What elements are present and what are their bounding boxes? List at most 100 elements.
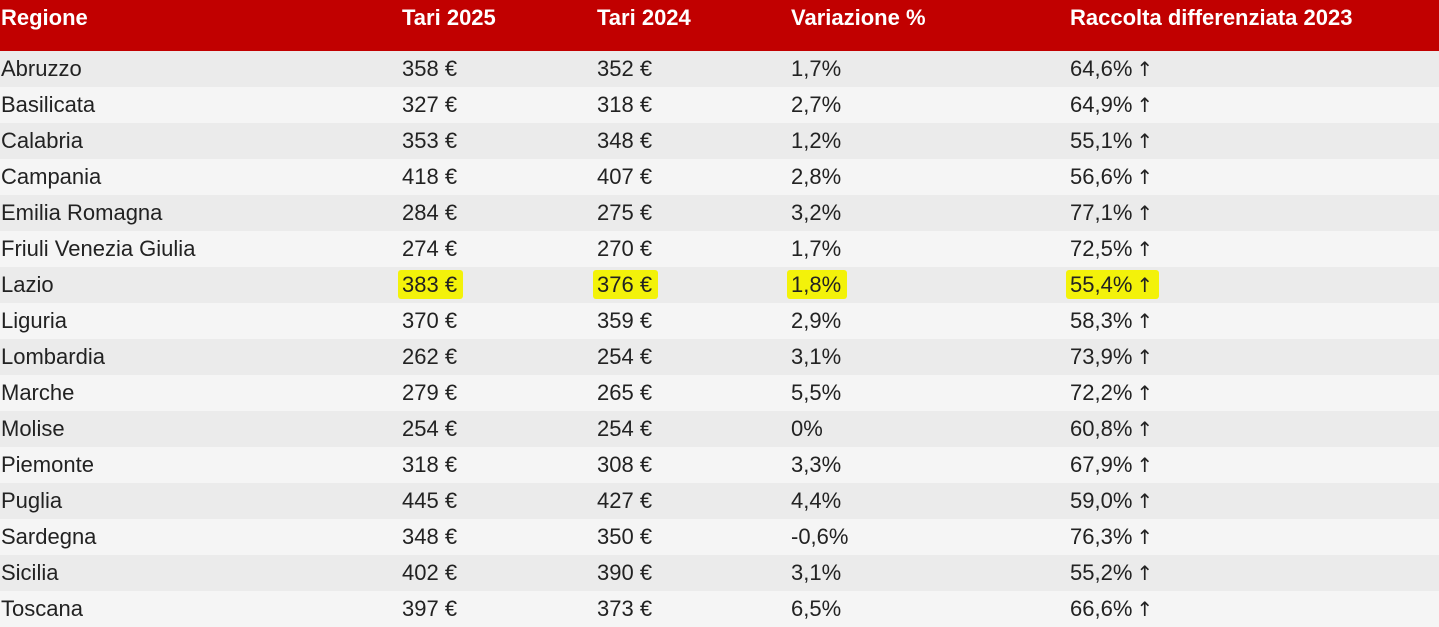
raccolta-cell-text: 66,6% bbox=[1070, 596, 1133, 621]
regione-cell-text: Sardegna bbox=[1, 524, 97, 549]
tari-2025-cell-text: 262 € bbox=[402, 344, 458, 369]
tari-2024-cell-text: 265 € bbox=[597, 380, 653, 405]
variazione-cell: 0% bbox=[790, 411, 1069, 447]
tari-2025-cell-text: 284 € bbox=[402, 200, 458, 225]
variazione-cell-text: 1,8% bbox=[791, 272, 842, 297]
variazione-cell: 4,4% bbox=[790, 483, 1069, 519]
tari-2024-cell-text: 254 € bbox=[597, 416, 653, 441]
tari-2025-cell: 383 € bbox=[398, 267, 596, 303]
regione-cell: Liguria bbox=[0, 303, 401, 339]
tari-2024-cell-text: 270 € bbox=[597, 236, 653, 261]
raccolta-cell: 55,2% ↑ bbox=[1069, 555, 1439, 591]
raccolta-cell-text: 64,9% bbox=[1070, 92, 1133, 117]
variazione-cell: 1,8% bbox=[787, 267, 1069, 303]
table-row: Lazio 383 € 376 € 1,8% 55,4% ↑ bbox=[0, 267, 1439, 303]
arrow-up-icon: ↑ bbox=[1136, 489, 1154, 513]
tari-2024-cell-text: 376 € bbox=[597, 272, 653, 297]
tari-2025-cell: 353 € bbox=[401, 123, 596, 159]
tari-2024-cell-text: 254 € bbox=[597, 344, 653, 369]
table-row: Sicilia 402 € 390 € 3,1% 55,2% ↑ bbox=[0, 555, 1439, 591]
raccolta-cell: 60,8% ↑ bbox=[1069, 411, 1439, 447]
regione-cell: Marche bbox=[0, 375, 401, 411]
tari-2025-cell: 274 € bbox=[401, 231, 596, 267]
variazione-cell: 2,7% bbox=[790, 87, 1069, 123]
table-row: Toscana 397 € 373 € 6,5% 66,6% ↑ bbox=[0, 591, 1439, 627]
tari-2025-cell: 284 € bbox=[401, 195, 596, 231]
regione-cell-text: Sicilia bbox=[1, 560, 59, 585]
variazione-cell: 3,3% bbox=[790, 447, 1069, 483]
tari-2024-cell: 254 € bbox=[596, 411, 790, 447]
table-row: Campania 418 € 407 € 2,8% 56,6% ↑ bbox=[0, 159, 1439, 195]
tari-2025-cell: 279 € bbox=[401, 375, 596, 411]
arrow-up-icon: ↑ bbox=[1136, 129, 1154, 153]
arrow-up-icon: ↑ bbox=[1136, 561, 1154, 585]
raccolta-cell-text: 76,3% bbox=[1070, 524, 1133, 549]
raccolta-cell: 55,4% ↑ bbox=[1066, 267, 1439, 303]
tari-2024-cell: 308 € bbox=[596, 447, 790, 483]
raccolta-cell-text: 72,2% bbox=[1070, 380, 1133, 405]
tari-2024-cell-text: 390 € bbox=[597, 560, 653, 585]
variazione-cell-text: 3,3% bbox=[791, 452, 842, 477]
tari-2024-cell: 427 € bbox=[596, 483, 790, 519]
raccolta-cell-text: 56,6% bbox=[1070, 164, 1133, 189]
tari-2024-cell: 275 € bbox=[596, 195, 790, 231]
tari-2025-cell: 348 € bbox=[401, 519, 596, 555]
variazione-cell-text: 5,5% bbox=[791, 380, 842, 405]
raccolta-cell: 64,6% ↑ bbox=[1069, 51, 1439, 87]
header-regione: Regione bbox=[1, 5, 88, 30]
variazione-cell: 5,5% bbox=[790, 375, 1069, 411]
tari-2025-cell-text: 397 € bbox=[402, 596, 458, 621]
regione-cell-text: Calabria bbox=[1, 128, 83, 153]
arrow-up-icon: ↑ bbox=[1136, 165, 1154, 189]
variazione-cell: 6,5% bbox=[790, 591, 1069, 627]
tari-2025-cell-text: 254 € bbox=[402, 416, 458, 441]
raccolta-cell: 73,9% ↑ bbox=[1069, 339, 1439, 375]
tari-2024-cell-text: 352 € bbox=[597, 56, 653, 81]
highlight-mark: 376 € bbox=[593, 270, 659, 299]
raccolta-cell: 77,1% ↑ bbox=[1069, 195, 1439, 231]
raccolta-cell: 58,3% ↑ bbox=[1069, 303, 1439, 339]
variazione-cell: 3,1% bbox=[790, 339, 1069, 375]
tari-2025-cell-text: 318 € bbox=[402, 452, 458, 477]
tari-2025-cell: 358 € bbox=[401, 51, 596, 87]
header-raccolta: Raccolta differenziata 2023 bbox=[1070, 5, 1353, 30]
variazione-cell: 1,2% bbox=[790, 123, 1069, 159]
raccolta-cell-text: 60,8% bbox=[1070, 416, 1133, 441]
arrow-up-icon: ↑ bbox=[1136, 93, 1154, 117]
variazione-cell-text: 2,9% bbox=[791, 308, 842, 333]
regione-cell: Abruzzo bbox=[0, 51, 401, 87]
regione-cell-text: Lombardia bbox=[1, 344, 105, 369]
tari-2024-cell: 350 € bbox=[596, 519, 790, 555]
regione-cell: Molise bbox=[0, 411, 401, 447]
arrow-up-icon: ↑ bbox=[1136, 381, 1154, 405]
tari-2024-cell-text: 348 € bbox=[597, 128, 653, 153]
regione-cell-text: Abruzzo bbox=[1, 56, 82, 81]
variazione-cell: 2,8% bbox=[790, 159, 1069, 195]
regione-cell: Basilicata bbox=[0, 87, 401, 123]
table-row: Marche 279 € 265 € 5,5% 72,2% ↑ bbox=[0, 375, 1439, 411]
table-row: Molise 254 € 254 € 0% 60,8% ↑ bbox=[0, 411, 1439, 447]
regione-cell-text: Lazio bbox=[1, 272, 54, 297]
highlight-mark: 55,4% ↑ bbox=[1066, 270, 1160, 299]
tari-2025-cell-text: 418 € bbox=[402, 164, 458, 189]
tari-2025-cell-text: 353 € bbox=[402, 128, 458, 153]
tari-2025-cell-text: 274 € bbox=[402, 236, 458, 261]
tari-2024-cell: 348 € bbox=[596, 123, 790, 159]
variazione-cell-text: 3,1% bbox=[791, 344, 842, 369]
tari-2024-cell: 352 € bbox=[596, 51, 790, 87]
table-row: Basilicata 327 € 318 € 2,7% 64,9% ↑ bbox=[0, 87, 1439, 123]
raccolta-cell: 72,5% ↑ bbox=[1069, 231, 1439, 267]
table-row: Liguria 370 € 359 € 2,9% 58,3% ↑ bbox=[0, 303, 1439, 339]
tari-2025-cell-text: 445 € bbox=[402, 488, 458, 513]
raccolta-cell-text: 67,9% bbox=[1070, 452, 1133, 477]
regione-cell: Friuli Venezia Giulia bbox=[0, 231, 401, 267]
tari-2024-cell: 318 € bbox=[596, 87, 790, 123]
table-row: Emilia Romagna 284 € 275 € 3,2% 77,1% ↑ bbox=[0, 195, 1439, 231]
raccolta-cell: 59,0% ↑ bbox=[1069, 483, 1439, 519]
regione-cell: Calabria bbox=[0, 123, 401, 159]
regione-cell: Sicilia bbox=[0, 555, 401, 591]
header-variazione: Variazione % bbox=[791, 5, 926, 30]
tari-2024-cell-text: 359 € bbox=[597, 308, 653, 333]
regione-cell: Campania bbox=[0, 159, 401, 195]
tari-2025-cell: 370 € bbox=[401, 303, 596, 339]
